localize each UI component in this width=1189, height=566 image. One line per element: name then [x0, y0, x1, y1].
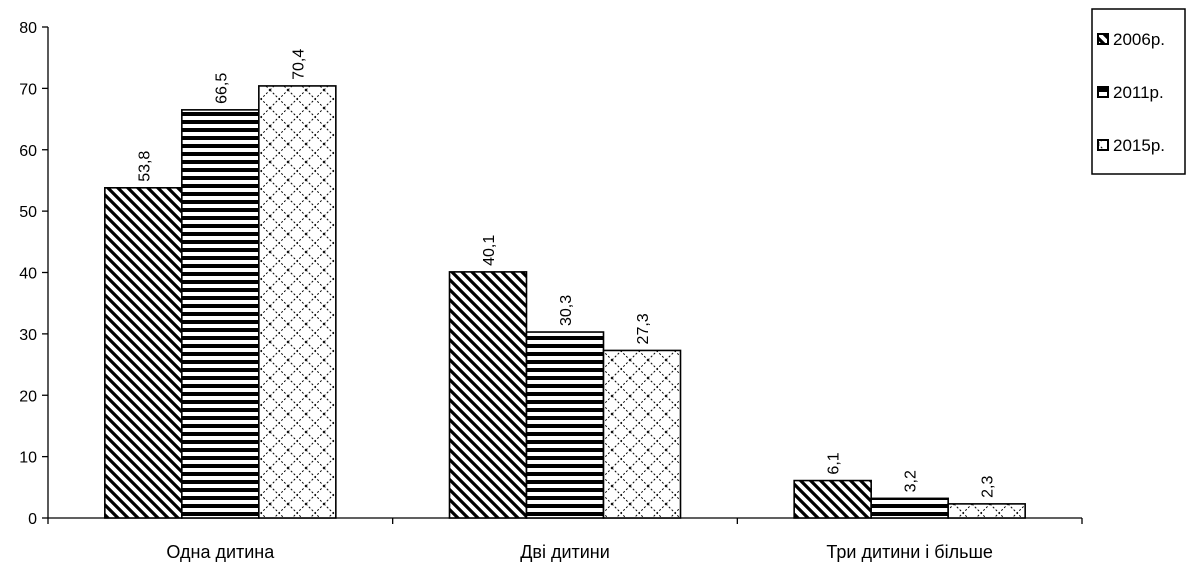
legend: 2006р. 2011р. 2015р.: [1091, 8, 1186, 175]
bar: [258, 85, 337, 519]
y-tick-label: 10: [19, 450, 37, 467]
y-tick-label: 0: [28, 511, 37, 528]
bar: [947, 503, 1026, 519]
legend-swatch: [1097, 86, 1109, 98]
data-label: 3,2: [903, 470, 920, 492]
bar: [602, 349, 682, 519]
data-label: 53,8: [136, 151, 153, 182]
y-tick-label: 20: [19, 388, 37, 405]
y-tick-label: 40: [19, 266, 37, 283]
bar: [525, 331, 605, 519]
bar: [793, 479, 872, 519]
data-label: 30,3: [558, 295, 575, 326]
bar: [181, 109, 260, 519]
category-label: Дві дитини: [520, 542, 610, 562]
legend-swatch: [1097, 139, 1109, 151]
y-tick-label: 70: [19, 81, 37, 98]
bar: [448, 271, 528, 519]
data-label: 27,3: [635, 313, 652, 344]
data-labels: 53,8 66,5 70,4 40,1 30,3 27,3 6,1 3,2 2,3: [136, 49, 996, 498]
y-tick-label: 30: [19, 327, 37, 344]
bar: [870, 497, 949, 519]
legend-label: 2006р.: [1113, 30, 1165, 49]
axes: 0 10 20 30 40 50 60 70 80 Одна дитина Дві дитини Тр…: [19, 20, 1083, 562]
y-tick-label: 80: [19, 20, 37, 37]
y-tick-label: 60: [19, 143, 37, 160]
data-label: 70,4: [290, 49, 307, 80]
category-label: Три дитини і більше: [826, 542, 993, 562]
data-label: 40,1: [481, 235, 498, 266]
data-label: 66,5: [213, 73, 230, 104]
bars: [104, 85, 1026, 519]
category-label: Одна дитина: [166, 542, 275, 562]
legend-label: 2011р.: [1113, 83, 1164, 102]
data-label: 6,1: [826, 452, 843, 474]
y-tick-label: 50: [19, 204, 37, 221]
legend-label: 2015р.: [1113, 136, 1165, 155]
data-label: 2,3: [980, 476, 997, 498]
legend-swatch: [1097, 33, 1109, 45]
bar: [104, 187, 183, 519]
